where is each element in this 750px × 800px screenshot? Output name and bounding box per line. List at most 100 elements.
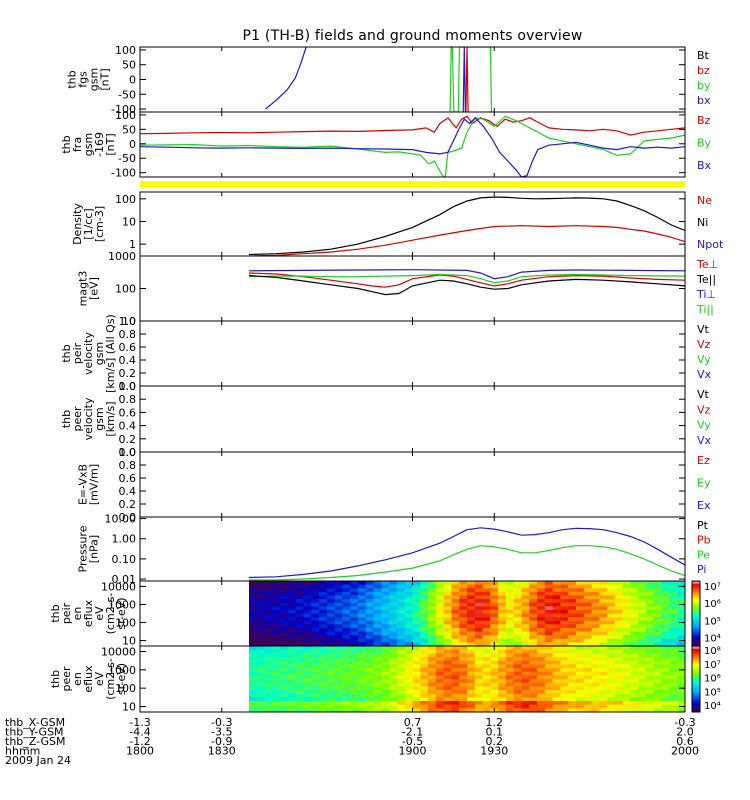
y-axis-label-line: eV [93, 671, 106, 686]
legend-entry: Vy [697, 419, 711, 432]
y-axis-label: Density[1/cc][cm-3] [71, 203, 106, 245]
colorbar-tick-label: 10⁴ [704, 701, 721, 712]
series-group [140, 115, 685, 177]
y-tick-label: 0.2 [119, 498, 137, 511]
y-axis-label: magt3[eV] [77, 271, 101, 307]
legend-entry: Bz [697, 114, 711, 127]
colorbar-tick-label: 10⁷ [704, 582, 721, 593]
y-axis-label-line: -169 [93, 132, 106, 157]
y-axis-label-line: gsm [82, 133, 95, 156]
y-axis-label-line: sr-eV) [115, 663, 128, 695]
ephemeris-value: 0.1 [486, 726, 504, 739]
panel-frame [139, 191, 686, 257]
series-line-Bz [140, 115, 685, 136]
y-axis-label-line: en [71, 607, 84, 621]
legend-entry: Vx [697, 434, 712, 447]
ephemeris-value: 1830 [208, 745, 236, 758]
y-axis-label-line: E=-VxB [77, 464, 90, 505]
ephemeris-value: -1.3 [129, 716, 150, 729]
y-tick-label: 0.2 [119, 367, 137, 380]
series-line-Ne [248, 225, 685, 256]
panel-2 [140, 181, 685, 188]
legend-entry: Vt [697, 323, 710, 336]
colorbar-tick-label: 10⁸ [704, 646, 721, 657]
y-axis-label-line: sr-eV) [115, 597, 128, 629]
legend-entry: Te|| [696, 273, 716, 286]
y-tick-label: 1.0 [119, 380, 137, 393]
colorbar-tick-label: 10⁵ [704, 616, 721, 627]
y-tick-label: 0.8 [119, 393, 137, 406]
y-tick-label: 1000 [108, 250, 136, 263]
ephemeris-value: -0.5 [402, 735, 423, 748]
legend-entry: Ez [697, 454, 710, 467]
series-group [265, 47, 493, 112]
y-axis-label-line: [nT] [99, 68, 112, 90]
colorbar-tick-label: 10⁷ [704, 660, 721, 671]
legend-entry: by [697, 79, 711, 92]
y-axis-label-line: magt3 [77, 271, 90, 307]
y-tick-label: 0.0 [119, 380, 137, 393]
y-axis-label-line: thb [49, 604, 62, 622]
y-tick-label: -100 [111, 167, 136, 180]
y-axis-label-line: [km/s] (All Qs) [104, 314, 117, 393]
y-tick-label: 0.10 [112, 553, 137, 566]
series-line-Te|| [248, 275, 685, 296]
y-axis-label-line: gsm [88, 68, 101, 91]
y-axis-label-line: velocity [82, 332, 95, 375]
legend-entry: bx [697, 94, 711, 107]
y-tick-label: 50 [122, 123, 136, 136]
panel-frame [139, 451, 686, 518]
y-axis-label-line: gsm [93, 342, 106, 365]
y-axis-label-line: [nT] [104, 133, 117, 155]
colorbar-tick-label: 10⁶ [704, 674, 721, 685]
y-axis-label-line: thb [49, 670, 62, 688]
y-axis-label-line: thb [60, 135, 73, 153]
ephemeris-value: -0.3 [674, 716, 695, 729]
y-tick-label: 100 [115, 283, 136, 296]
series-line-Ni [248, 196, 685, 256]
y-tick-label: -50 [118, 152, 136, 165]
panel-3: 100 10 1 Density[1/cc][cm-3] Ne Ni Npot [71, 191, 724, 257]
y-tick-label: 100 [115, 617, 136, 630]
y-axis-label-line: Pressure [77, 525, 90, 572]
colorbar: 10⁸ 10⁷ 10⁶ 10⁵ 10⁴ [691, 645, 721, 713]
y-tick-label: 10 [122, 315, 136, 328]
series-line-by [449, 47, 493, 112]
legend-entry: Npot [697, 238, 724, 251]
ephemeris-value: -0.9 [211, 735, 232, 748]
series-line-Pe [249, 545, 685, 581]
legend-entry: Ne [697, 194, 712, 207]
y-axis-label-line: [1/cc] [82, 208, 95, 239]
y-tick-label: 0 [129, 138, 136, 151]
y-tick-label: 10.00 [105, 513, 137, 526]
ephemeris-value: -3.5 [211, 726, 232, 739]
y-axis-label-line: peer [60, 666, 73, 692]
panel-frame [139, 46, 686, 113]
y-axis-label-line: [mV/m] [88, 464, 101, 505]
legend-entry: Ti|| [696, 303, 714, 316]
legend-entry: Vy [697, 353, 711, 366]
colorbar-tick-label: 10⁴ [704, 633, 721, 644]
y-axis-label-line: (cm2-s- [104, 658, 117, 700]
ephemeris-row-label: hhmm [5, 745, 40, 758]
y-tick-label: 10 [122, 635, 136, 648]
y-tick-label: 50 [122, 59, 136, 72]
y-axis-label-line: fgs [77, 71, 90, 88]
y-tick-label: 0.6 [119, 406, 137, 419]
y-axis-label-line: peir [60, 602, 73, 624]
series-line-Ti⊥ [248, 269, 685, 280]
legend-entry: Vx [697, 368, 712, 381]
y-tick-label: 1.00 [112, 533, 137, 546]
panel-frame [139, 111, 686, 178]
y-tick-label: 1.0 [119, 446, 137, 459]
y-tick-label: 0.4 [119, 420, 137, 433]
y-tick-label: 1 [129, 238, 136, 251]
y-tick-label: 0.0 [119, 446, 137, 459]
